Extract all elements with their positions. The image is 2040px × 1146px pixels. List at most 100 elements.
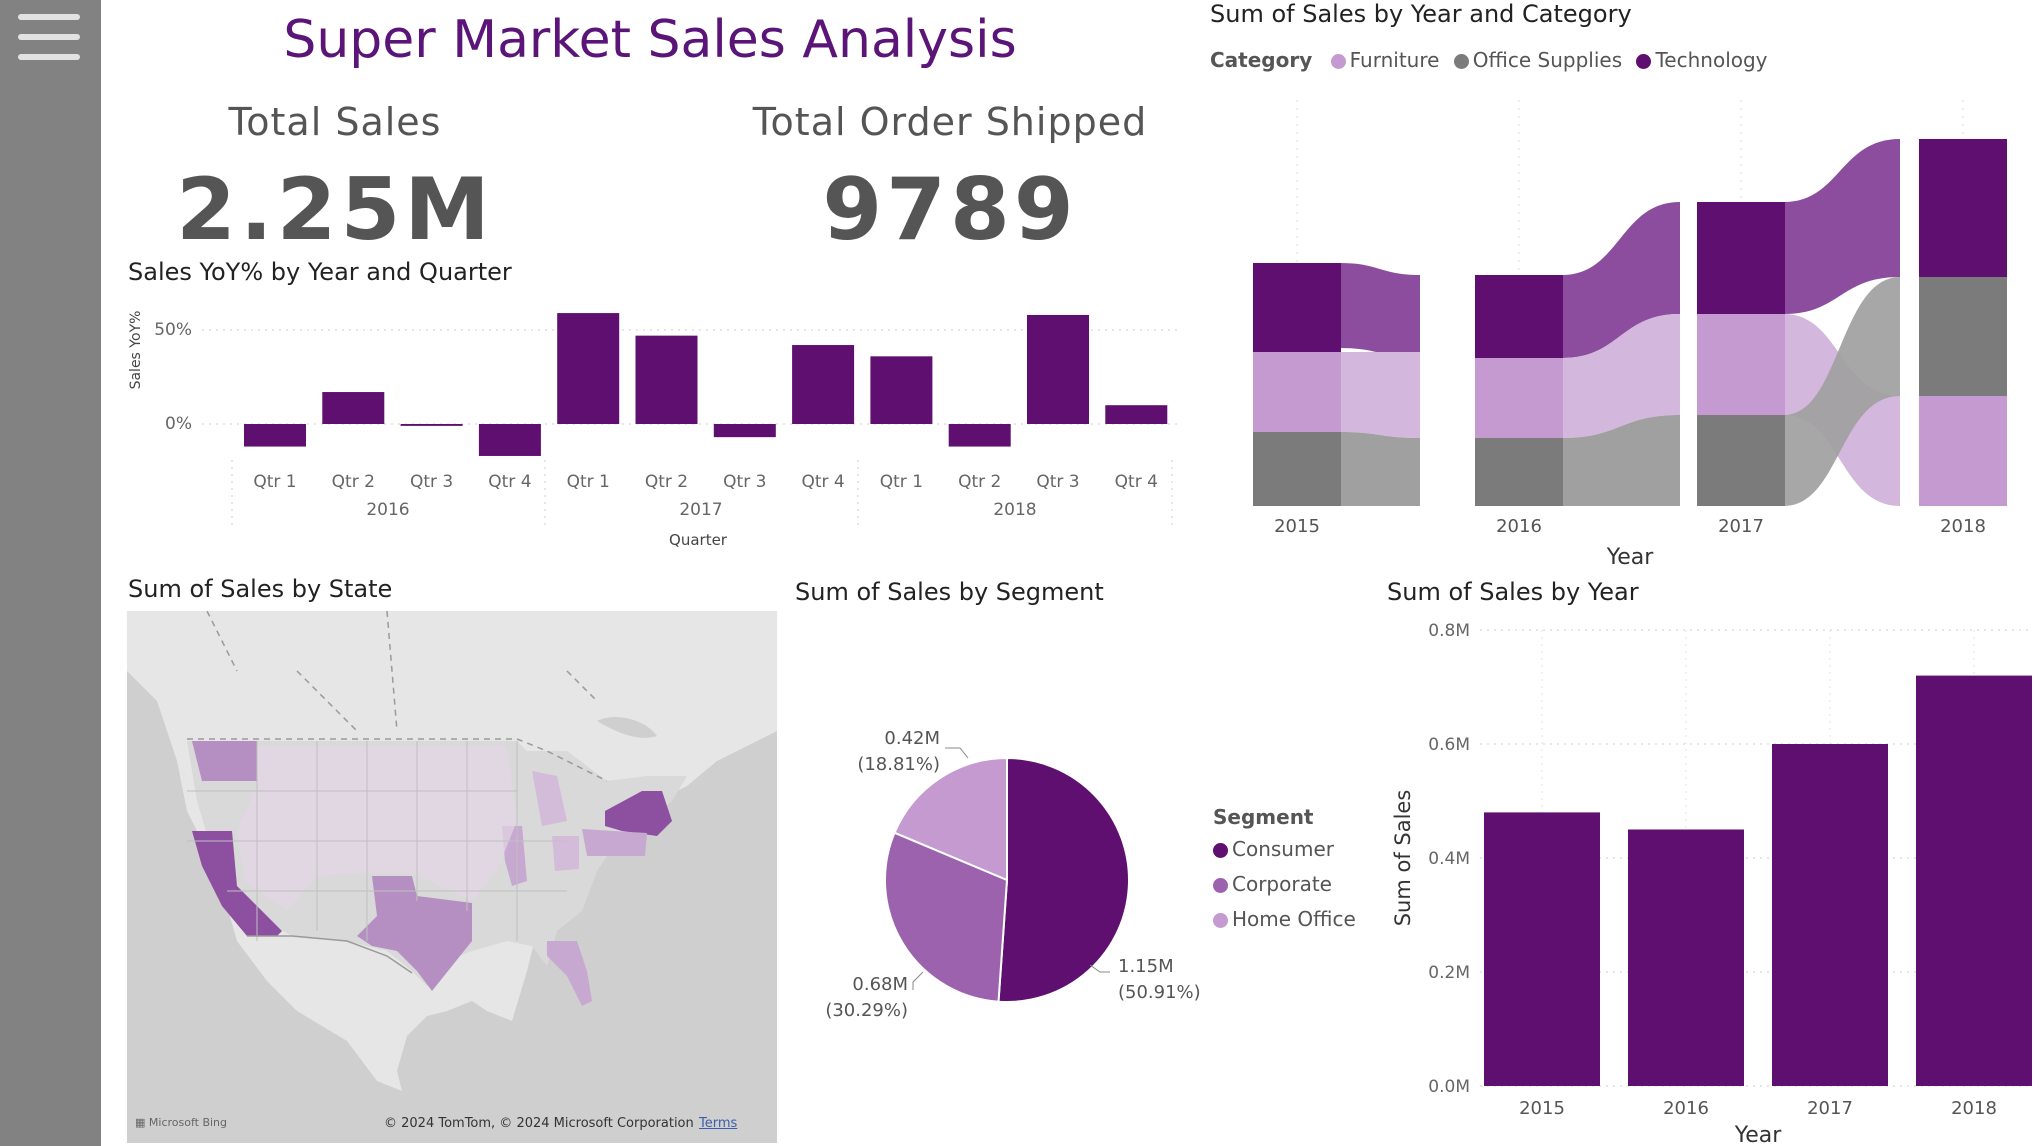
column-2015-furniture[interactable] <box>1253 352 1341 432</box>
legend-item-consumer[interactable]: Consumer <box>1213 837 1356 861</box>
slice-label-value: 0.42M <box>884 728 940 749</box>
segment-pie-chart: 0.42M (18.81%) 0.68M (30.29%) 1.15M (50.… <box>825 728 1200 1021</box>
year-bar[interactable] <box>1484 812 1600 1086</box>
legend-label: Furniture <box>1349 48 1440 72</box>
column-2018-office[interactable] <box>1919 277 2007 396</box>
state-washington[interactable] <box>192 741 257 781</box>
yoy-bar[interactable] <box>870 356 933 424</box>
sales-map[interactable]: ▦ Microsoft Bing © 2024 TomTom, © 2024 M… <box>127 611 777 1143</box>
state-new-york[interactable] <box>605 791 672 836</box>
total-orders-label: Total Order Shipped <box>752 100 1148 144</box>
yoy-year-label: 2018 <box>993 500 1036 520</box>
total-sales-value: 2.25M <box>176 160 494 260</box>
yoy-bar[interactable] <box>1027 314 1089 424</box>
yoy-year-label: 2016 <box>366 500 409 520</box>
hamburger-menu-icon[interactable] <box>18 14 80 66</box>
legend-item-furniture[interactable]: Furniture <box>1330 48 1440 72</box>
yoy-bar[interactable] <box>792 345 855 424</box>
column-2016-technology[interactable] <box>1475 275 1563 358</box>
ribbon-chart-title: Sum of Sales by Year and Category <box>1210 0 1632 28</box>
legend-label: Corporate <box>1232 872 1332 896</box>
yoy-chart-title: Sales YoY% by Year and Quarter <box>128 258 512 286</box>
legend-item-home-office[interactable]: Home Office <box>1213 907 1356 931</box>
ribbon-xtick: 2018 <box>1940 516 1986 537</box>
leader-line <box>945 747 969 759</box>
column-2016-office[interactable] <box>1475 438 1563 506</box>
year-bar[interactable] <box>1772 744 1888 1086</box>
yoy-quarter-label: Qtr 4 <box>488 472 531 492</box>
pie-slice-corporate[interactable] <box>884 831 1009 1003</box>
leader-line <box>912 971 924 990</box>
slice-label-value: 0.68M <box>852 974 908 995</box>
yoy-quarter-label: Qtr 1 <box>253 472 296 492</box>
column-2017-technology[interactable] <box>1697 202 1785 314</box>
yoy-bar[interactable] <box>1105 405 1168 424</box>
state-pennsylvania[interactable] <box>582 829 647 856</box>
segment-legend-title: Segment <box>1213 805 1314 829</box>
state-ohio[interactable] <box>552 836 579 871</box>
state-florida[interactable] <box>547 941 592 1006</box>
year-chart-title: Sum of Sales by Year <box>1387 578 1639 606</box>
yoy-bar[interactable] <box>400 424 463 426</box>
state-michigan[interactable] <box>532 771 567 826</box>
yoy-quarter-label: Qtr 2 <box>645 472 688 492</box>
map-canvas <box>127 611 777 1143</box>
yoy-quarter-label: Qtr 2 <box>332 472 375 492</box>
yoy-bar[interactable] <box>948 424 1011 447</box>
yoy-quarter-label: Qtr 3 <box>1036 472 1079 492</box>
bing-logo: ▦ Microsoft Bing <box>135 1116 228 1129</box>
legend-label: Consumer <box>1232 837 1334 861</box>
map-title: Sum of Sales by State <box>128 575 393 603</box>
legend-item-office-supplies[interactable]: Office Supplies <box>1453 48 1623 72</box>
yoy-bar[interactable] <box>322 392 385 424</box>
state-california[interactable] <box>192 831 282 936</box>
ribbon-technology-2017-2018 <box>1784 139 1900 314</box>
total-sales-label: Total Sales <box>228 100 442 144</box>
ribbon-furniture-2015-2016 <box>1340 352 1420 438</box>
slice-label-value: 1.15M <box>1118 956 1174 977</box>
year-bar[interactable] <box>1916 675 2032 1086</box>
year-xlabel: Year <box>1734 1123 1783 1146</box>
map-copyright: © 2024 TomTom, © 2024 Microsoft Corporat… <box>384 1116 694 1131</box>
year-ytick: 0.0M <box>1428 1077 1470 1097</box>
pie-slice-home-office[interactable] <box>893 756 1008 882</box>
column-2017-furniture[interactable] <box>1697 314 1785 415</box>
mexico-border <box>247 935 413 974</box>
state-texas[interactable] <box>357 876 472 991</box>
ribbon-legend-title: Category <box>1210 48 1313 72</box>
yoy-bar[interactable] <box>713 424 776 438</box>
bing-logo-text: Microsoft Bing <box>148 1116 228 1129</box>
ribbon-chart: 2015 2016 2017 2018 Year <box>1253 100 2007 570</box>
state-borders <box>187 741 567 941</box>
ribbon-office-2015-2016 <box>1340 432 1420 506</box>
ribbon-legend: Category Furniture Office Supplies Techn… <box>1210 48 1768 72</box>
ribbon-technology-2015-2016 <box>1340 263 1420 358</box>
yoy-chart: 50% 0% Sales YoY% Quarter Qtr 1 Qtr 2 Qtr … <box>128 311 1182 549</box>
year-xtick: 2016 <box>1663 1098 1709 1119</box>
year-bar[interactable] <box>1628 829 1744 1087</box>
legend-label: Technology <box>1655 48 1768 72</box>
column-2015-technology[interactable] <box>1253 263 1341 352</box>
yoy-bar[interactable] <box>635 335 698 424</box>
column-2015-office[interactable] <box>1253 432 1341 506</box>
yoy-bar[interactable] <box>557 313 620 424</box>
column-2016-furniture[interactable] <box>1475 358 1563 438</box>
column-2017-office[interactable] <box>1697 415 1785 506</box>
slice-label-pct: (30.29%) <box>825 1000 908 1021</box>
dashboard-title: Super Market Sales Analysis <box>283 10 1017 70</box>
ribbon-xtick: 2017 <box>1718 516 1764 537</box>
yoy-quarter-label: Qtr 1 <box>567 472 610 492</box>
yoy-bar[interactable] <box>478 424 541 456</box>
legend-label: Office Supplies <box>1472 48 1623 72</box>
column-2018-technology[interactable] <box>1919 139 2007 277</box>
year-bar-chart: 0.8M 0.6M 0.4M 0.2M 0.0M Sum of Sales 20… <box>1391 621 2032 1146</box>
pie-slice-consumer[interactable] <box>997 756 1130 1003</box>
yoy-year-label: 2017 <box>679 500 722 520</box>
column-2018-furniture[interactable] <box>1919 396 2007 506</box>
legend-item-technology[interactable]: Technology <box>1636 48 1768 72</box>
yoy-bar[interactable] <box>244 424 306 447</box>
map-terms-link[interactable]: Terms <box>699 1116 738 1131</box>
legend-item-corporate[interactable]: Corporate <box>1213 872 1356 896</box>
year-xtick: 2017 <box>1807 1098 1853 1119</box>
ribbon-xlabel: Year <box>1606 545 1655 570</box>
